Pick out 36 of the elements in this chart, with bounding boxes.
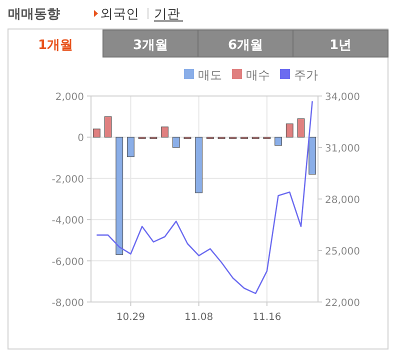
- y2-tick-label: 25,000: [325, 246, 360, 258]
- y-tick-label: -4,000: [52, 216, 84, 227]
- legend-label: 주가: [294, 68, 318, 82]
- y-tick-label: 0: [78, 133, 84, 144]
- bar: [92, 128, 100, 138]
- legend-label: 매도: [198, 68, 222, 82]
- bar: [116, 136, 124, 255]
- text: 1개월: [38, 38, 74, 53]
- y2-tick-label: 28,000: [325, 195, 360, 206]
- x-tick-label: 10.29: [116, 312, 146, 323]
- y2-tick-label: 31,000: [325, 144, 360, 154]
- bar: [172, 136, 180, 148]
- text: 3개월: [132, 38, 168, 53]
- bar: [127, 136, 134, 158]
- y-tick-label: -2,000: [52, 174, 84, 186]
- y-tick-label: -6,000: [52, 256, 84, 268]
- bar: [161, 126, 168, 138]
- text: 외국인: [100, 7, 139, 22]
- text: 1년: [329, 38, 352, 53]
- chart-title: 매매동향: [8, 7, 60, 22]
- y-tick-label: -8,000: [52, 298, 84, 309]
- x-tick-label: 11.08: [184, 312, 214, 323]
- bar: [286, 124, 294, 138]
- text: 기관: [154, 7, 180, 22]
- y2-tick-label: 34,000: [325, 92, 360, 103]
- line-series: [96, 100, 313, 294]
- x-tick-label: 11.16: [252, 312, 282, 323]
- bar: [297, 118, 305, 138]
- legend-label: 매수: [246, 68, 270, 82]
- bar: [104, 116, 112, 138]
- bar: [274, 136, 282, 146]
- bar: [195, 136, 203, 194]
- y-tick-label: 2,000: [55, 92, 84, 103]
- y2-tick-label: 22,000: [325, 298, 360, 309]
- bar: [308, 136, 316, 175]
- text: 6개월: [228, 38, 264, 53]
